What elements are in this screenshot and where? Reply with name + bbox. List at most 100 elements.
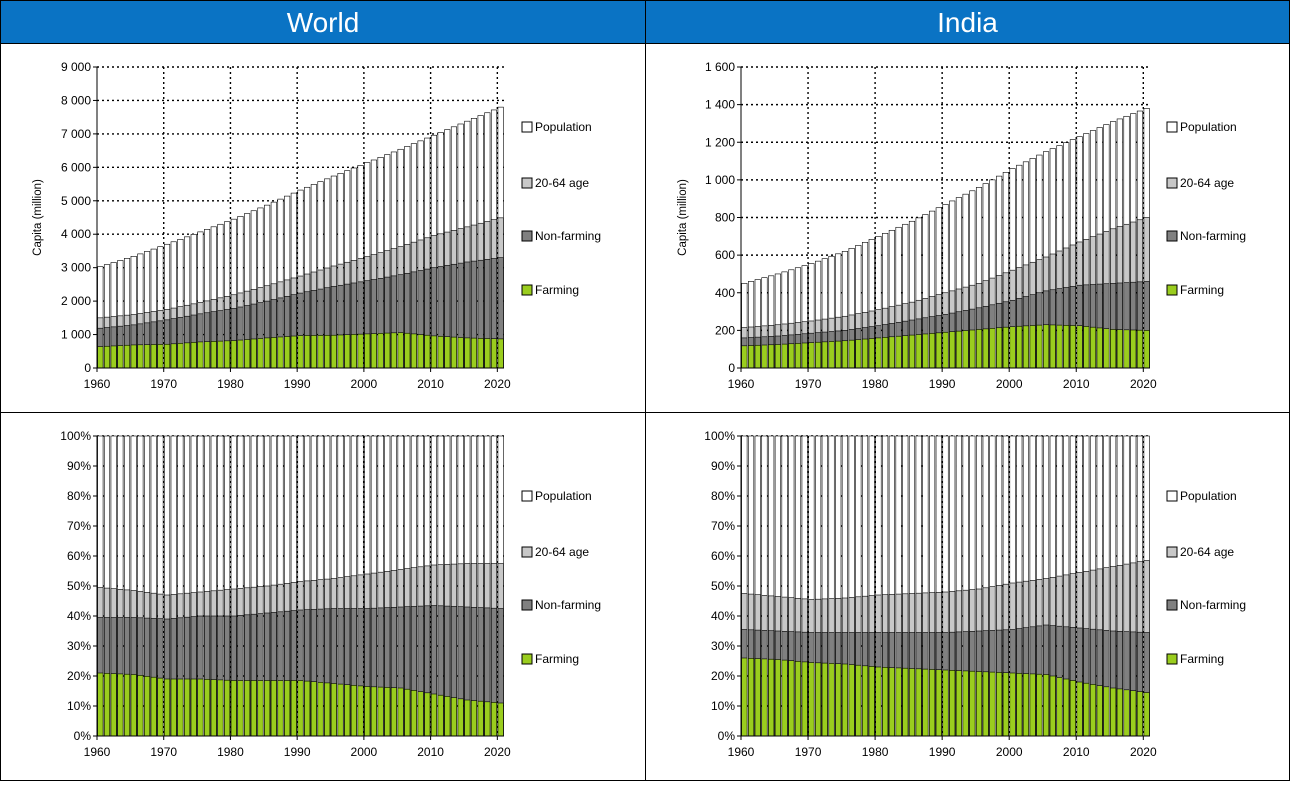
bar-farming	[1096, 685, 1103, 737]
y-tick-label: 10%	[67, 699, 91, 713]
bar-farming	[164, 343, 171, 369]
bar-farming	[1083, 326, 1090, 369]
bar-farming	[103, 672, 111, 737]
bar-farming	[1016, 325, 1023, 369]
bar-farming	[1043, 674, 1050, 737]
bar-farming	[815, 341, 822, 369]
bar-farming	[217, 679, 224, 737]
bar-farming	[1116, 329, 1123, 369]
bar-farming	[364, 333, 371, 369]
bar-farming	[828, 341, 835, 369]
bar-farming	[1029, 673, 1036, 737]
bar-farming	[430, 335, 437, 369]
y-tick-label: 90%	[711, 459, 735, 473]
bar-farming	[270, 337, 277, 369]
y-tick-label: 30%	[711, 639, 735, 653]
bar-farming	[304, 335, 311, 369]
bar-farming	[888, 336, 895, 369]
bar-farming	[157, 677, 164, 737]
bar-farming	[477, 700, 484, 737]
bar-farming	[1036, 673, 1043, 737]
bar-farming	[224, 340, 231, 369]
x-tick-label: 2000	[996, 377, 1023, 391]
india-absolute-chart: 0 200 400 600 800 1 000 1 200 1 400 1 600 1960 197…	[677, 60, 1246, 391]
bar-farming	[497, 702, 504, 737]
bar-farming	[277, 336, 284, 369]
bar-farming	[117, 345, 124, 369]
bars	[741, 435, 1150, 737]
bar-farming	[330, 334, 337, 369]
india-header: India	[645, 0, 1290, 44]
bar-farming	[1043, 324, 1050, 369]
bar-farming	[929, 333, 936, 369]
y-tick-label: 3 000	[61, 261, 91, 275]
legend-swatch	[1166, 230, 1178, 242]
x-tick-label: 1960	[84, 745, 111, 759]
bar-farming	[855, 664, 862, 737]
legend-label: Population	[535, 489, 592, 503]
bar-farming	[130, 344, 137, 369]
bar-farming	[996, 327, 1003, 369]
bar-farming	[490, 338, 498, 369]
bar-farming	[144, 344, 151, 369]
bar-farming	[882, 337, 889, 369]
bar-farming	[962, 670, 969, 737]
bar-farming	[1056, 677, 1063, 737]
bar-farming	[264, 680, 271, 737]
bar-farming	[908, 668, 916, 737]
legend-swatch	[521, 599, 533, 611]
y-tick-label: 0%	[74, 729, 92, 743]
bar-farming	[444, 696, 451, 737]
y-tick-label: 30%	[67, 639, 91, 653]
bar-farming	[949, 331, 956, 369]
bar-farming	[137, 344, 144, 369]
bar-farming	[774, 344, 781, 369]
bar-farming	[384, 687, 391, 737]
bar-farming	[935, 332, 942, 369]
legend-swatch	[1166, 177, 1178, 189]
bar-farming	[1143, 330, 1150, 369]
bar-farming	[1022, 325, 1030, 369]
y-tick-label: 1 400	[705, 98, 735, 112]
bar-farming	[989, 671, 996, 737]
bar-farming	[922, 333, 929, 369]
bar-farming	[244, 339, 251, 369]
bar-farming	[424, 334, 431, 369]
y-tick-label: 90%	[67, 459, 91, 473]
bar-farming	[337, 683, 344, 737]
bar-farming	[377, 333, 384, 369]
bar-farming	[450, 336, 457, 369]
bar-farming	[1069, 680, 1076, 737]
bar-farming	[110, 345, 117, 369]
bar-farming	[410, 690, 417, 737]
y-tick-label: 1 600	[705, 60, 735, 74]
bar-farming	[761, 344, 768, 369]
y-tick-label: 1 200	[705, 135, 735, 149]
bar-farming	[868, 338, 875, 369]
bar-farming	[855, 339, 862, 369]
bar-farming	[490, 702, 498, 737]
grid-lines	[97, 66, 504, 368]
bar-farming	[370, 333, 377, 369]
bar-farming	[861, 665, 869, 737]
bar-farming	[497, 338, 504, 369]
y-tick-label: 50%	[711, 579, 735, 593]
bar-farming	[290, 335, 297, 369]
bar-farming	[184, 678, 191, 737]
x-tick-label: 2010	[417, 377, 444, 391]
legend: Population 20-64 age Non-farming Farming	[1166, 489, 1246, 666]
bar-farming	[1136, 691, 1143, 737]
bar-farming	[317, 681, 324, 737]
legend-label: Population	[1180, 120, 1237, 134]
y-tick-label: 2 000	[61, 294, 91, 308]
bar-farming	[150, 344, 157, 369]
bar-farming	[915, 334, 922, 369]
y-tick-label: 100%	[704, 429, 735, 443]
bar-farming	[754, 344, 761, 369]
grid-lines	[97, 435, 504, 736]
bar-farming	[457, 337, 464, 369]
bar-farming	[774, 659, 781, 737]
y-tick-label: 4 000	[61, 227, 91, 241]
bar-farming	[277, 680, 284, 737]
bar-farming	[1116, 688, 1123, 737]
